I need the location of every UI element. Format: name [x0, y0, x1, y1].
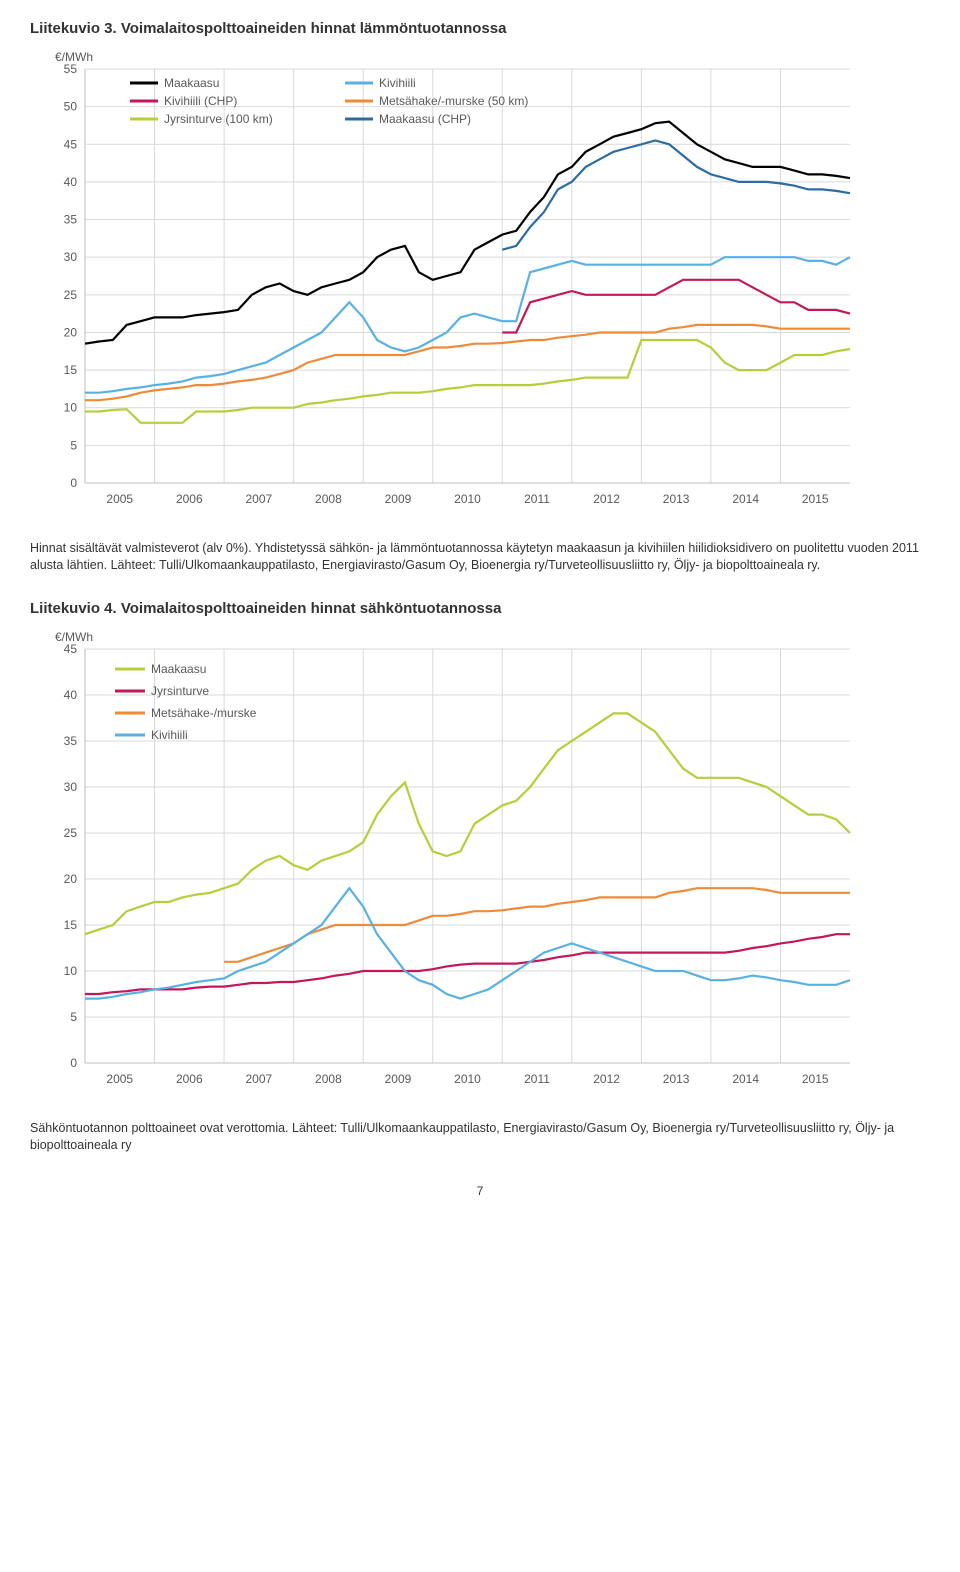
- series-jyrsinturve-100-km-: [85, 340, 850, 423]
- svg-text:2014: 2014: [732, 1072, 759, 1086]
- svg-text:2008: 2008: [315, 1072, 342, 1086]
- svg-text:2007: 2007: [246, 492, 273, 506]
- svg-text:20: 20: [64, 325, 78, 339]
- svg-text:50: 50: [64, 100, 78, 114]
- svg-text:15: 15: [64, 918, 78, 932]
- svg-text:30: 30: [64, 250, 78, 264]
- svg-text:2012: 2012: [593, 1072, 620, 1086]
- svg-text:2006: 2006: [176, 1072, 203, 1086]
- svg-text:0: 0: [70, 476, 77, 490]
- svg-text:2009: 2009: [385, 1072, 412, 1086]
- svg-text:5: 5: [70, 1010, 77, 1024]
- chart1-container: €/MWh05101520253035404550552005200620072…: [30, 47, 870, 522]
- chart1-svg: €/MWh05101520253035404550552005200620072…: [30, 47, 870, 517]
- svg-text:2009: 2009: [385, 492, 412, 506]
- svg-text:Kivihiili: Kivihiili: [151, 728, 188, 742]
- svg-text:2007: 2007: [246, 1072, 273, 1086]
- svg-text:2013: 2013: [663, 1072, 690, 1086]
- svg-text:2005: 2005: [106, 1072, 133, 1086]
- svg-text:35: 35: [64, 734, 78, 748]
- svg-text:2014: 2014: [732, 492, 759, 506]
- series-kivihiili: [85, 888, 850, 998]
- chart2-title: Liitekuvio 4. Voimalaitospolttoaineiden …: [30, 600, 930, 617]
- svg-text:Maakaasu: Maakaasu: [164, 76, 219, 90]
- svg-text:2006: 2006: [176, 492, 203, 506]
- svg-text:10: 10: [64, 401, 78, 415]
- svg-text:20: 20: [64, 872, 78, 886]
- svg-text:2005: 2005: [106, 492, 133, 506]
- svg-text:25: 25: [64, 288, 78, 302]
- svg-text:40: 40: [64, 175, 78, 189]
- series-kivihiili-chp-: [502, 280, 850, 333]
- svg-text:Metsähake/-murske (50 km): Metsähake/-murske (50 km): [379, 94, 528, 108]
- series-maakaasu: [85, 713, 850, 934]
- chart2-svg: €/MWh05101520253035404520052006200720082…: [30, 627, 870, 1097]
- svg-text:10: 10: [64, 964, 78, 978]
- svg-text:2013: 2013: [663, 492, 690, 506]
- chart1-title: Liitekuvio 3. Voimalaitospolttoaineiden …: [30, 20, 930, 37]
- svg-text:Maakaasu (CHP): Maakaasu (CHP): [379, 112, 471, 126]
- series-mets-hake-murske-50-km-: [85, 325, 850, 400]
- svg-text:Maakaasu: Maakaasu: [151, 662, 206, 676]
- svg-text:2010: 2010: [454, 1072, 481, 1086]
- svg-text:Jyrsinturve: Jyrsinturve: [151, 684, 209, 698]
- svg-text:0: 0: [70, 1056, 77, 1070]
- series-maakaasu-chp-: [502, 141, 850, 250]
- svg-text:Metsähake-/murske: Metsähake-/murske: [151, 706, 257, 720]
- svg-text:2008: 2008: [315, 492, 342, 506]
- svg-text:2015: 2015: [802, 1072, 829, 1086]
- svg-text:2011: 2011: [524, 1072, 550, 1086]
- svg-text:Kivihiili (CHP): Kivihiili (CHP): [164, 94, 237, 108]
- svg-text:40: 40: [64, 688, 78, 702]
- svg-text:2012: 2012: [593, 492, 620, 506]
- svg-text:15: 15: [64, 363, 78, 377]
- svg-text:55: 55: [64, 62, 78, 76]
- svg-text:30: 30: [64, 780, 78, 794]
- page-number: 7: [30, 1184, 930, 1198]
- svg-text:45: 45: [64, 137, 78, 151]
- chart1-caption: Hinnat sisältävät valmisteverot (alv 0%)…: [30, 540, 930, 574]
- chart2-caption: Sähköntuotannon polttoaineet ovat verott…: [30, 1120, 930, 1154]
- svg-text:5: 5: [70, 438, 77, 452]
- chart2-container: €/MWh05101520253035404520052006200720082…: [30, 627, 870, 1102]
- svg-text:2011: 2011: [524, 492, 550, 506]
- svg-text:2015: 2015: [802, 492, 829, 506]
- svg-text:25: 25: [64, 826, 78, 840]
- svg-text:35: 35: [64, 213, 78, 227]
- svg-text:Jyrsinturve (100 km): Jyrsinturve (100 km): [164, 112, 273, 126]
- svg-text:2010: 2010: [454, 492, 481, 506]
- series-jyrsinturve: [85, 934, 850, 994]
- svg-text:45: 45: [64, 642, 78, 656]
- svg-text:Kivihiili: Kivihiili: [379, 76, 416, 90]
- series-maakaasu: [85, 122, 850, 344]
